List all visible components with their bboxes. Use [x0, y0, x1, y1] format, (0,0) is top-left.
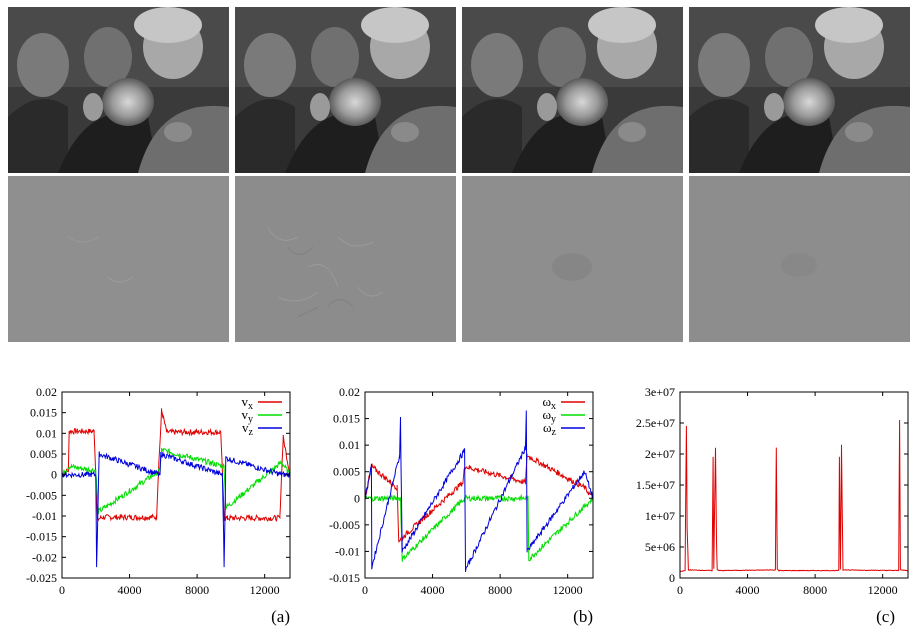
y-tick-label: 1e+07: [645, 509, 675, 523]
y-tick-label: -0.015: [26, 530, 57, 544]
original-frame: [8, 7, 229, 173]
legend-label: ωy: [542, 407, 556, 425]
y-tick-label: -0.01: [32, 509, 57, 523]
x-tick-label: 12000: [250, 583, 280, 597]
legend-label: ωx: [542, 394, 556, 412]
y-tick-label: 0.01: [36, 426, 57, 440]
original-frame: [462, 7, 683, 173]
x-tick-label: 4000: [421, 583, 445, 597]
series-line-ωz: [364, 410, 594, 572]
y-tick-label: -0.01: [335, 544, 360, 558]
plot-frame: [364, 391, 594, 579]
plot-frame: [61, 391, 291, 579]
chart-c: 0 5e+06 1e+07 1.5e+07 2e+07 2.5e+07 3e+07 0 4000…: [636, 385, 909, 626]
y-tick-label: 0.02: [36, 385, 57, 399]
y-tick-label: 0.015: [333, 412, 360, 426]
legend-label: vz: [242, 420, 254, 438]
series-line-vy: [61, 447, 291, 515]
legend-label: vx: [242, 394, 254, 412]
series-line-ωy: [364, 493, 594, 562]
panel-label: (b): [573, 607, 593, 626]
x-tick-label: 12000: [553, 583, 583, 597]
y-tick-label: 5e+06: [645, 540, 675, 554]
x-tick-label: 0: [677, 583, 683, 597]
legend-label: ωz: [543, 420, 557, 438]
y-tick-label: -0.015: [329, 571, 360, 585]
chart-b: -0.015 -0.01 -0.005 0 0.005 0.01 0.015 0.02 0 400…: [329, 385, 594, 626]
y-tick-label: 0.005: [333, 465, 360, 479]
x-tick-label: 12000: [868, 583, 898, 597]
panel-label: (a): [271, 607, 290, 626]
x-tick-label: 4000: [736, 583, 760, 597]
y-tick-label: 0.005: [30, 447, 57, 461]
y-tick-label: -0.005: [26, 488, 57, 502]
y-tick-label: 0: [51, 468, 57, 482]
y-tick-label: 2e+07: [645, 447, 675, 461]
original-frame: [235, 7, 456, 173]
panel-label: (c): [876, 607, 895, 626]
legend-label: vy: [242, 407, 254, 425]
y-tick-label: -0.02: [32, 550, 57, 564]
y-tick-label: -0.005: [329, 518, 360, 532]
residual-frame: [8, 176, 229, 342]
y-tick-label: 2.5e+07: [636, 416, 675, 430]
y-tick-label: 1.5e+07: [636, 478, 675, 492]
y-tick-label: 0.01: [339, 438, 360, 452]
y-tick-label: 3e+07: [645, 385, 675, 399]
y-tick-label: 0.02: [339, 385, 360, 399]
series-line-value: [679, 419, 909, 573]
chart-a: -0.025 -0.02 -0.015 -0.01 -0.005 0 0.005 0.01 0.…: [26, 385, 291, 626]
original-frames-row: [8, 7, 910, 173]
video-frames-grid: [8, 7, 910, 342]
series-line-vz: [61, 451, 291, 568]
x-tick-label: 0: [59, 583, 65, 597]
residual-frame: [235, 176, 456, 342]
original-frame: [689, 7, 910, 173]
x-tick-label: 0: [362, 583, 368, 597]
y-tick-label: -0.025: [26, 571, 57, 585]
y-tick-label: 0.015: [30, 406, 57, 420]
residual-frames-row: [8, 176, 910, 342]
x-tick-label: 8000: [488, 583, 512, 597]
x-tick-label: 8000: [185, 583, 209, 597]
charts-area: -0.025 -0.02 -0.015 -0.01 -0.005 0 0.005 0.01 0.…: [26, 385, 909, 626]
x-tick-label: 4000: [118, 583, 142, 597]
y-tick-label: 0: [669, 571, 675, 585]
x-tick-label: 8000: [803, 583, 827, 597]
y-tick-label: 0: [354, 491, 360, 505]
